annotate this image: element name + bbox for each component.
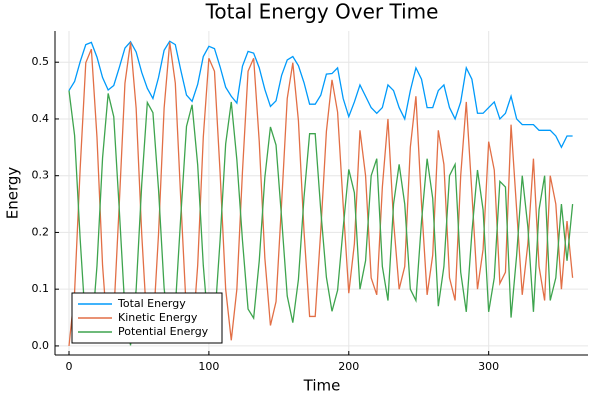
chart-title: Total Energy Over Time [205,0,439,24]
y-tick-label: 0.1 [32,282,50,295]
legend-label: Potential Energy [118,325,209,338]
y-tick-label: 0.5 [32,55,50,68]
data-line [68,90,574,346]
x-tick-label: 100 [198,360,219,373]
y-tick-label: 0.0 [32,339,50,352]
legend-label: Total Energy [117,297,186,310]
y-tick-label: 0.2 [32,225,50,238]
x-tick-label: 0 [65,360,72,373]
legend-label: Kinetic Energy [118,311,198,324]
x-tick-label: 300 [478,360,499,373]
data-line [68,40,573,149]
y-tick-label: 0.4 [32,112,50,125]
y-axis-label: Energy [4,167,22,220]
x-tick-label: 200 [338,360,359,373]
y-tick-label: 0.3 [32,169,50,182]
x-axis-label: Time [303,377,341,395]
